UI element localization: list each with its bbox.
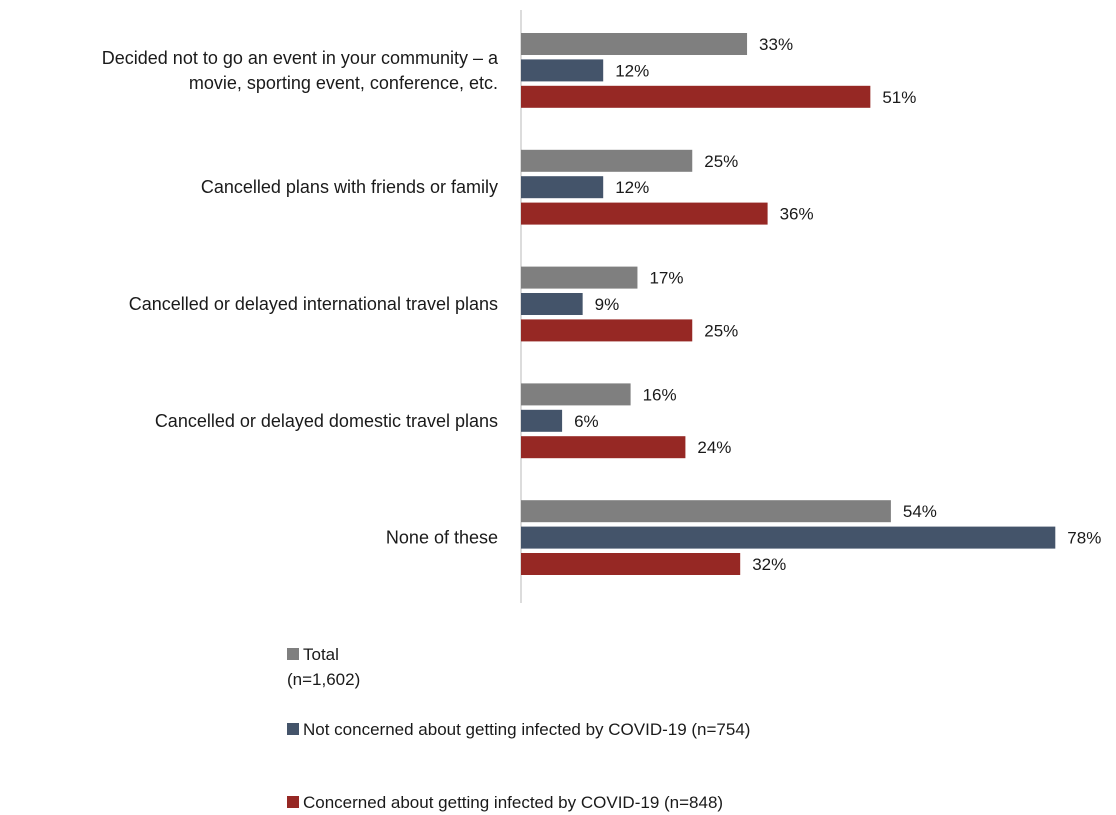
legend-item-not-concerned: Not concerned about getting infected by … bbox=[287, 717, 750, 742]
bar bbox=[521, 500, 891, 523]
category-label-line: None of these bbox=[386, 528, 498, 548]
category-label: Cancelled or delayed domestic travel pla… bbox=[155, 411, 498, 431]
bar bbox=[521, 266, 638, 289]
bar bbox=[521, 436, 686, 459]
legend-swatch-total bbox=[287, 648, 299, 660]
data-label: 9% bbox=[595, 295, 620, 314]
data-label: 25% bbox=[704, 321, 738, 340]
category-label: None of these bbox=[386, 528, 498, 548]
bar bbox=[521, 409, 563, 432]
data-label: 24% bbox=[697, 438, 731, 457]
legend-sublabel-total: (n=1,602) bbox=[287, 670, 361, 689]
category-label-line: Cancelled or delayed international trave… bbox=[129, 294, 498, 314]
legend-item-total: Total (n=1,602) bbox=[287, 642, 360, 692]
data-label: 32% bbox=[752, 555, 786, 574]
data-label: 25% bbox=[704, 152, 738, 171]
bar bbox=[521, 293, 583, 315]
bar bbox=[521, 319, 693, 342]
legend-label-total: Total bbox=[303, 645, 339, 664]
bar bbox=[521, 59, 604, 82]
data-label: 16% bbox=[643, 385, 677, 404]
bar bbox=[521, 85, 871, 108]
bar bbox=[521, 553, 741, 575]
data-label: 6% bbox=[574, 412, 599, 431]
legend-label-concerned: Concerned about getting infected by COVI… bbox=[303, 793, 724, 812]
bar bbox=[521, 383, 631, 406]
legend-swatch-not-concerned bbox=[287, 723, 299, 735]
data-label: 54% bbox=[903, 502, 937, 521]
bar bbox=[521, 33, 748, 55]
legend-label-not-concerned: Not concerned about getting infected by … bbox=[303, 720, 751, 739]
category-label: Decided not to go an event in your commu… bbox=[102, 48, 499, 93]
bar bbox=[521, 176, 604, 199]
category-label-line: Cancelled plans with friends or family bbox=[201, 177, 498, 197]
bar bbox=[521, 149, 693, 172]
data-label: 12% bbox=[615, 61, 649, 80]
legend-swatch-concerned bbox=[287, 796, 299, 808]
category-label: Cancelled plans with friends or family bbox=[201, 177, 498, 197]
data-label: 12% bbox=[615, 178, 649, 197]
bar bbox=[521, 202, 768, 225]
legend-item-concerned: Concerned about getting infected by COVI… bbox=[287, 790, 723, 815]
bar bbox=[521, 526, 1056, 549]
category-label: Cancelled or delayed international trave… bbox=[129, 294, 498, 314]
data-label: 36% bbox=[780, 205, 814, 224]
category-label-line: movie, sporting event, conference, etc. bbox=[189, 73, 498, 93]
data-label: 17% bbox=[649, 269, 683, 288]
data-label: 51% bbox=[882, 88, 916, 107]
data-label: 78% bbox=[1067, 529, 1101, 548]
category-label-line: Cancelled or delayed domestic travel pla… bbox=[155, 411, 498, 431]
category-label-line: Decided not to go an event in your commu… bbox=[102, 48, 499, 68]
data-label: 33% bbox=[759, 35, 793, 54]
